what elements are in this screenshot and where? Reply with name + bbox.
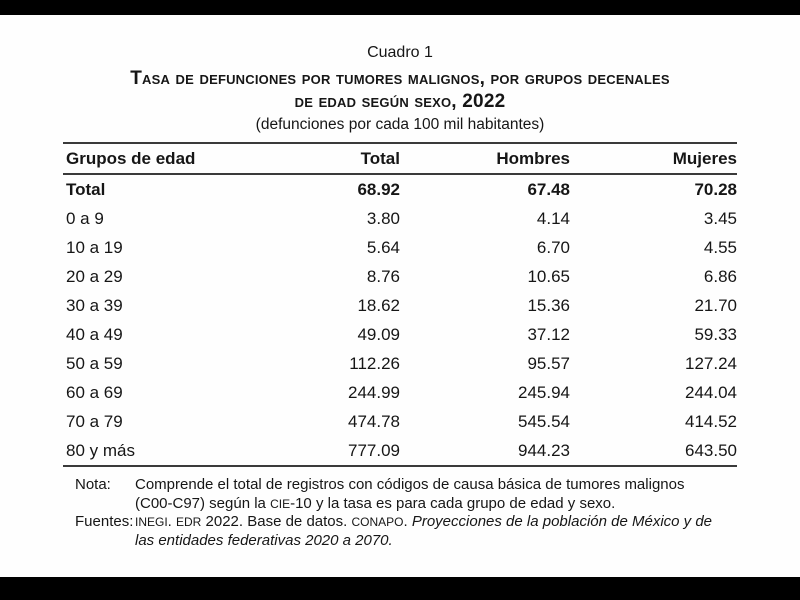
col-header-total: Total [263, 143, 400, 175]
table-row: 0 a 9 3.80 4.14 3.45 [63, 204, 737, 233]
cell-total: 18.62 [357, 295, 400, 315]
acronym-inegi: INEGI [135, 515, 168, 529]
note-line-1: Comprende el total de registros con códi… [135, 476, 685, 493]
cell-total: 3.80 [366, 208, 400, 228]
cell-total: 777.09 [348, 440, 400, 460]
cell-mujeres: 414.52 [685, 411, 737, 431]
cell-total: 8.76 [366, 266, 400, 286]
mortality-rate-table: Grupos de edad Total Hombres Mujeres Tot… [63, 142, 737, 467]
sources-row: Fuentes: INEGI. EDR 2022. Base de datos.… [75, 513, 725, 550]
col-header-hombres: Hombres [400, 143, 570, 175]
table-row: 60 a 69 244.99 245.94 244.04 [63, 378, 737, 407]
note-line-2-pre: (C00-C97) según la [135, 494, 271, 512]
sources-sep: . [167, 513, 177, 530]
cell-mujeres: 21.70 [694, 295, 737, 315]
cell-grupo: 40 a 49 [66, 324, 123, 344]
table-row: 20 a 29 8.76 10.65 6.86 [63, 262, 737, 291]
cell-grupo: 60 a 69 [66, 382, 123, 402]
cell-total: 112.26 [349, 353, 400, 373]
cell-mujeres: 244.04 [685, 382, 737, 402]
table-header-row: Grupos de edad Total Hombres Mujeres [63, 143, 737, 175]
cell-hombres: 245.94 [518, 382, 570, 402]
acronym-cie: CIE [270, 496, 291, 511]
document-header: Cuadro 1 Tasa de defunciones por tumores… [0, 43, 800, 134]
document-title: Tasa de defunciones por tumores malignos… [0, 67, 800, 113]
cell-mujeres: 3.45 [703, 208, 737, 228]
cell-grupo: Total [66, 179, 106, 199]
cell-mujeres: 127.24 [685, 353, 737, 373]
title-year: 2022 [462, 91, 506, 112]
table-row: 70 a 79 474.78 545.54 414.52 [63, 407, 737, 436]
cell-grupo: 10 a 19 [66, 237, 123, 257]
title-line-1: Tasa de defunciones por tumores malignos… [130, 68, 670, 89]
note-label: Nota: [75, 476, 111, 493]
cell-hombres: 10.65 [527, 266, 570, 286]
cell-hombres: 545.54 [518, 411, 570, 431]
col-header-grupos-de-edad: Grupos de edad [63, 143, 263, 175]
cell-hombres: 95.57 [527, 353, 570, 373]
sources-sep: . [403, 513, 412, 530]
title-line-2: de edad según sexo, [294, 91, 463, 112]
table-row: 50 a 59 112.26 95.57 127.24 [63, 349, 737, 378]
document-page: Cuadro 1 Tasa de defunciones por tumores… [0, 15, 800, 577]
cell-mujeres: 70.28 [694, 179, 737, 199]
cell-mujeres: 6.86 [703, 266, 737, 286]
cell-mujeres: 4.55 [703, 237, 737, 257]
sources-label: Fuentes: [75, 513, 134, 530]
acronym-edr: EDR [176, 515, 202, 529]
cell-hombres: 4.14 [536, 208, 570, 228]
table-caption: Cuadro 1 [367, 44, 433, 61]
footnotes: Nota: Comprende el total de registros co… [75, 476, 725, 550]
note-row: Nota: Comprende el total de registros co… [75, 476, 725, 513]
acronym-conapo: CONAPO [351, 515, 404, 529]
table-row-total: Total 68.92 67.48 70.28 [63, 174, 737, 204]
cell-grupo: 70 a 79 [66, 411, 123, 431]
publication-title-line-2: las entidades federativas 2020 a 2070. [135, 531, 393, 549]
col-header-mujeres: Mujeres [570, 143, 737, 175]
cell-total: 244.99 [348, 382, 400, 402]
note-text: Comprende el total de registros con códi… [135, 476, 715, 513]
cell-grupo: 50 a 59 [66, 353, 123, 373]
table-row: 80 y más 777.09 944.23 643.50 [63, 436, 737, 466]
sources-text: INEGI. EDR 2022. Base de datos. CONAPO. … [135, 513, 715, 550]
sources-seg: 2022. Base de datos. [201, 513, 352, 530]
note-line-2-post: -10 y la tasa es para cada grupo de edad… [290, 494, 616, 512]
cell-total: 49.09 [357, 324, 400, 344]
cell-mujeres: 59.33 [694, 324, 737, 344]
cell-hombres: 67.48 [527, 179, 570, 199]
publication-title-line-1: Proyecciones de la población de México y… [411, 513, 713, 530]
cell-grupo: 20 a 29 [66, 266, 123, 286]
cell-hombres: 37.12 [527, 324, 570, 344]
cell-total: 5.64 [366, 237, 400, 257]
cell-hombres: 944.23 [518, 440, 570, 460]
table-row: 10 a 19 5.64 6.70 4.55 [63, 233, 737, 262]
cell-total: 68.92 [357, 179, 400, 199]
document-subtitle: (defunciones por cada 100 mil habitantes… [255, 116, 545, 133]
cell-hombres: 6.70 [536, 237, 570, 257]
table-row: 30 a 39 18.62 15.36 21.70 [63, 291, 737, 320]
cell-grupo: 0 a 9 [66, 208, 104, 228]
cell-grupo: 30 a 39 [66, 295, 123, 315]
cell-grupo: 80 y más [66, 440, 135, 460]
cell-hombres: 15.36 [527, 295, 570, 315]
cell-mujeres: 643.50 [685, 440, 737, 460]
cell-total: 474.78 [348, 411, 400, 431]
table-row: 40 a 49 49.09 37.12 59.33 [63, 320, 737, 349]
